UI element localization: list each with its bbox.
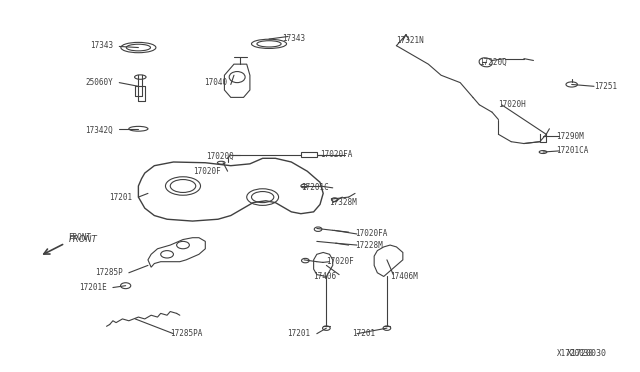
- Text: 17342Q: 17342Q: [85, 126, 113, 135]
- Text: 17285PA: 17285PA: [170, 329, 203, 338]
- Text: 17406: 17406: [313, 272, 336, 281]
- Text: 17228M: 17228M: [355, 241, 383, 250]
- Text: 17201: 17201: [352, 329, 375, 338]
- Text: X1720030: X1720030: [557, 350, 594, 359]
- Text: 17020Q: 17020Q: [206, 152, 234, 161]
- Text: 17201E: 17201E: [79, 283, 106, 292]
- Text: 17020F: 17020F: [326, 257, 354, 266]
- Text: 17020FA: 17020FA: [355, 230, 387, 238]
- Text: 17251: 17251: [594, 82, 617, 91]
- Text: 17328M: 17328M: [330, 198, 357, 207]
- Text: 17020H: 17020H: [499, 100, 526, 109]
- Text: 17040: 17040: [204, 78, 228, 87]
- Text: 17285P: 17285P: [95, 268, 122, 277]
- Text: 17343: 17343: [282, 34, 305, 43]
- Text: 17020FA: 17020FA: [320, 150, 353, 159]
- Text: FRONT: FRONT: [68, 233, 92, 242]
- Text: 17201: 17201: [287, 329, 310, 338]
- Text: X1720030: X1720030: [567, 350, 607, 359]
- Text: 17020F: 17020F: [193, 167, 221, 176]
- Text: 17201C: 17201C: [301, 183, 328, 192]
- Text: 17343: 17343: [90, 41, 113, 50]
- Text: 17201: 17201: [109, 193, 132, 202]
- Text: 17201CA: 17201CA: [556, 147, 588, 155]
- Text: 17321N: 17321N: [396, 36, 424, 45]
- Text: 25060Y: 25060Y: [85, 78, 113, 87]
- Text: 17290M: 17290M: [556, 132, 584, 141]
- Text: 17220Q: 17220Q: [479, 58, 507, 67]
- Text: FRONT: FRONT: [68, 235, 97, 244]
- Text: 17406M: 17406M: [390, 272, 418, 281]
